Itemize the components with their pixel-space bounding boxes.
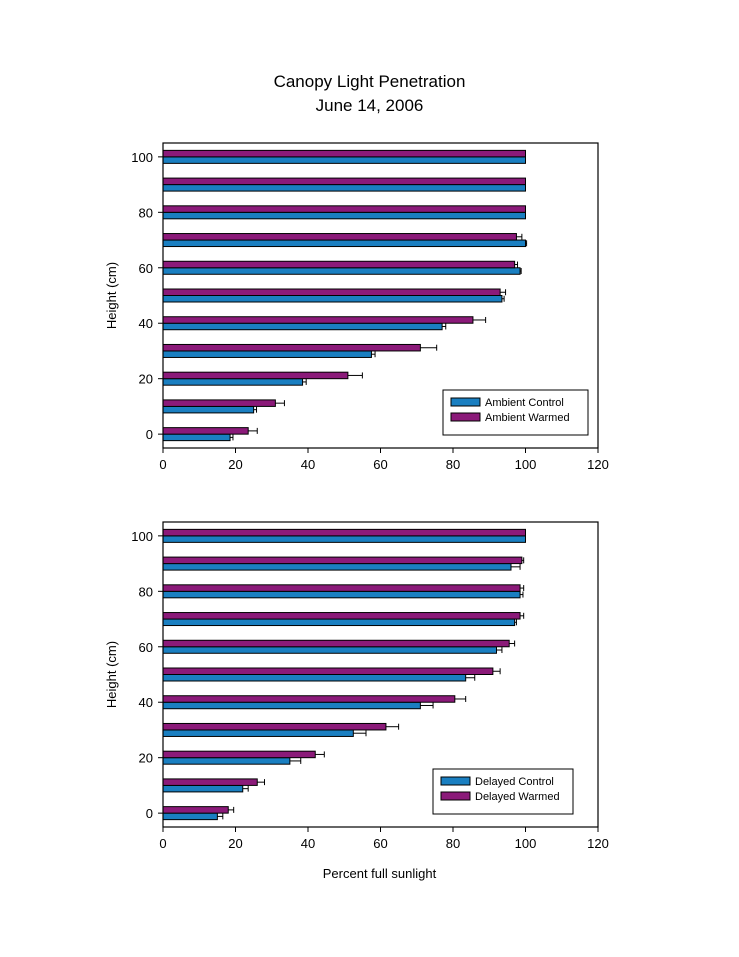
y-tick-label: 100 (131, 529, 153, 544)
bar-ambient-warmed-h50 (162, 288, 501, 296)
legend-label-ambient-control: Ambient Control (485, 397, 564, 409)
y-axis-label: Height (cm) (104, 641, 119, 708)
x-tick-label: 120 (587, 457, 609, 472)
legend-swatch-ambient-control (450, 397, 481, 407)
bar-ambient-control-h40 (162, 322, 443, 331)
bar-delayed-control-h70 (162, 618, 516, 627)
bar-delayed-warmed-h70 (162, 612, 521, 620)
bar-ambient-control-h90 (162, 184, 526, 192)
bar-delayed-control-h60 (162, 646, 497, 654)
legend-label-ambient-warmed: Ambient Warmed (485, 412, 570, 424)
y-tick-label: 80 (139, 205, 153, 220)
chart-1: 0 20 40 60 80 100 120 0 20 40 60 80 100 Height (cm) Am… (104, 142, 609, 472)
x-tick-label: 20 (228, 457, 242, 472)
bar-ambient-warmed-h40 (162, 316, 474, 324)
bar-delayed-warmed-h40 (162, 695, 456, 703)
bar-ambient-control-h50 (162, 295, 503, 303)
x-tick-label: 40 (301, 457, 315, 472)
bar-delayed-warmed-h10 (162, 778, 258, 786)
bar-ambient-control-h30 (162, 350, 372, 358)
x-tick-label: 60 (373, 457, 387, 472)
y-tick-label: 40 (139, 316, 153, 331)
y-tick-label: 60 (139, 640, 153, 655)
bar-delayed-warmed-h80 (162, 584, 521, 592)
x-tick-label: 80 (446, 836, 460, 851)
bar-delayed-control-h10 (162, 784, 244, 793)
chart-title-line1: Canopy Light Penetration (273, 72, 466, 91)
bar-ambient-control-h0 (162, 433, 231, 442)
bar-ambient-control-h20 (162, 378, 304, 386)
x-tick-label: 20 (228, 836, 242, 851)
bar-delayed-control-h80 (162, 590, 521, 599)
bar-delayed-warmed-h0 (162, 806, 229, 814)
x-tick-label: 100 (515, 457, 537, 472)
bar-delayed-control-h50 (162, 674, 467, 682)
bar-ambient-control-h60 (162, 267, 521, 275)
y-axis-label: Height (cm) (104, 262, 119, 329)
bar-ambient-control-h70 (162, 239, 526, 248)
y-tick-label: 100 (131, 150, 153, 165)
x-tick-label: 40 (301, 836, 315, 851)
bar-delayed-warmed-h20 (162, 750, 316, 759)
x-tick-label: 80 (446, 457, 460, 472)
y-tick-label: 0 (146, 806, 153, 821)
bar-ambient-warmed-h20 (162, 371, 349, 380)
bar-delayed-control-h90 (162, 563, 512, 571)
bar-delayed-warmed-h50 (162, 667, 494, 675)
x-tick-label: 60 (373, 836, 387, 851)
chart-2: 0 20 40 60 80 100 120 0 20 40 60 80 100 Height (cm) Pe… (104, 521, 609, 881)
bar-ambient-control-h80 (162, 211, 526, 220)
legend-label-delayed-warmed: Delayed Warmed (475, 791, 560, 803)
x-tick-label: 100 (515, 836, 537, 851)
bar-ambient-control-h100 (162, 156, 526, 164)
chart-title-line2: June 14, 2006 (315, 96, 424, 115)
legend-swatch-delayed-warmed (440, 791, 471, 801)
bar-delayed-control-h30 (162, 729, 354, 737)
bar-delayed-control-h40 (162, 701, 421, 710)
bar-ambient-warmed-h30 (162, 343, 421, 352)
legend-swatch-ambient-warmed (450, 412, 481, 422)
bar-ambient-warmed-h80 (162, 205, 526, 213)
bar-delayed-control-h100 (162, 535, 526, 543)
bar-ambient-warmed-h10 (162, 399, 276, 407)
bar-delayed-warmed-h60 (162, 639, 510, 648)
bar-ambient-warmed-h0 (162, 427, 249, 435)
legend-label-delayed-control: Delayed Control (475, 776, 554, 788)
x-tick-label: 120 (587, 836, 609, 851)
y-tick-label: 40 (139, 695, 153, 710)
bar-ambient-control-h10 (162, 405, 255, 414)
bar-delayed-control-h20 (162, 757, 291, 765)
x-tick-label: 0 (159, 836, 166, 851)
y-tick-label: 20 (139, 751, 153, 766)
bar-ambient-warmed-h90 (162, 177, 526, 186)
y-tick-label: 80 (139, 584, 153, 599)
y-tick-label: 0 (146, 427, 153, 442)
x-axis-label: Percent full sunlight (323, 866, 437, 881)
bar-delayed-warmed-h90 (162, 556, 523, 565)
bar-delayed-control-h0 (162, 812, 218, 821)
bar-ambient-warmed-h100 (162, 149, 526, 158)
bar-ambient-warmed-h70 (162, 233, 517, 241)
y-tick-label: 20 (139, 372, 153, 387)
bar-delayed-warmed-h100 (162, 528, 526, 537)
x-tick-label: 0 (159, 457, 166, 472)
bar-ambient-warmed-h60 (162, 260, 516, 269)
bar-delayed-warmed-h30 (162, 722, 387, 731)
y-tick-label: 60 (139, 261, 153, 276)
legend-swatch-delayed-control (440, 776, 471, 786)
